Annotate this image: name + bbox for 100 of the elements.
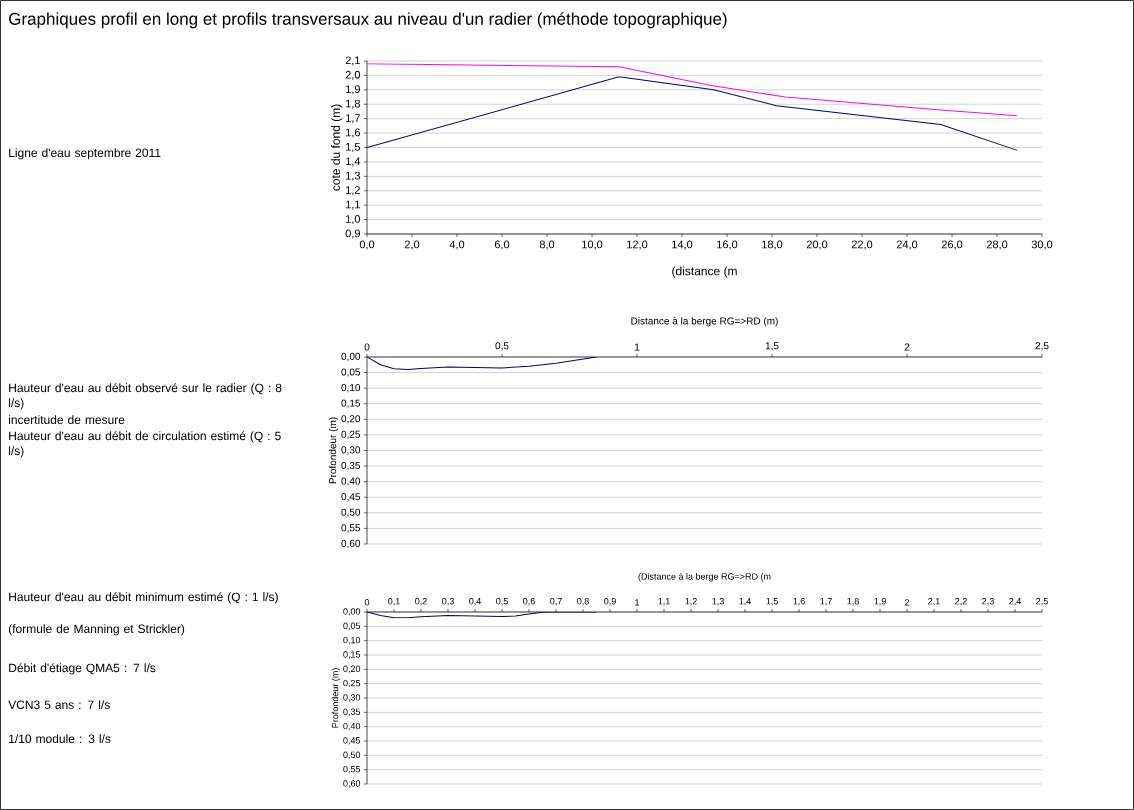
x-tick-label: 1,5 bbox=[765, 342, 779, 351]
line-series bbox=[367, 63, 1018, 117]
x-tick-label: 4,0 bbox=[449, 240, 465, 250]
y-tick-label: 1,4 bbox=[346, 157, 361, 167]
x-tick-label: 22,0 bbox=[851, 240, 873, 250]
y-tick-label: 2,1 bbox=[345, 56, 360, 66]
x-tick-label: 2,2 bbox=[955, 598, 967, 606]
y-tick-label: 1,9 bbox=[346, 85, 360, 95]
x-tick-label: 2 bbox=[904, 599, 910, 606]
x-tick-label: 0,5 bbox=[496, 598, 508, 606]
text: (formule de Manning et Strickler) bbox=[8, 624, 185, 636]
y-tick-label: 1,8 bbox=[346, 99, 360, 109]
y-tick-label: 1,0 bbox=[346, 215, 361, 225]
x-tick-label: 1,4 bbox=[739, 598, 751, 606]
x-tick-label: 20,0 bbox=[806, 240, 828, 250]
x-tick-label: 1,2 bbox=[685, 598, 697, 606]
y-tick-label: 0,00 bbox=[341, 352, 361, 362]
x-tick-label: 6,0 bbox=[494, 240, 510, 250]
x-tick-label: 2 bbox=[904, 343, 910, 351]
x-tick-label: 0,0 bbox=[359, 240, 375, 250]
x-tick-label: 2,5 bbox=[1035, 342, 1049, 351]
y-tick-label: 0,25 bbox=[343, 679, 361, 688]
y-tick-label: 0,00 bbox=[343, 608, 361, 616]
y-tick-label: 1,7 bbox=[346, 114, 360, 124]
x-tick-label: 0,8 bbox=[577, 598, 589, 606]
x-tick-label: 1,3 bbox=[712, 598, 724, 606]
y-tick-label: 0,05 bbox=[341, 368, 361, 377]
text: Hauteur d'eau au débit observé sur le radier (Q : 8 l/s) bbox=[9, 383, 282, 410]
text: incertitude de mesure bbox=[9, 415, 125, 424]
y-axis-title: Profondeur (m) bbox=[328, 417, 339, 484]
x-tick-label: 18,0 bbox=[762, 240, 783, 250]
x-tick-label: 1,7 bbox=[820, 598, 832, 606]
x-tick-label: 14,0 bbox=[672, 240, 693, 250]
y-tick-label: 0,15 bbox=[341, 399, 361, 408]
x-tick-label: 1,8 bbox=[847, 598, 859, 606]
y-tick-label: 1,2 bbox=[346, 186, 360, 196]
x-tick-label: 1,5 bbox=[766, 598, 778, 606]
x-tick-label: 0,3 bbox=[442, 598, 454, 606]
x-tick-label: 2,4 bbox=[1009, 598, 1021, 606]
y-tick-label: 0,55 bbox=[343, 765, 361, 774]
y-tick-label: 0,50 bbox=[343, 751, 361, 760]
y-tick-label: 0,05 bbox=[343, 622, 361, 631]
y-tick-label: 1,1 bbox=[346, 200, 360, 210]
x-tick-label: 0,9 bbox=[604, 598, 616, 606]
line-series bbox=[367, 76, 1018, 151]
text: Débit d'étiage QMA5 : 7 l/s bbox=[9, 663, 156, 675]
y-tick-label: 1,6 bbox=[346, 128, 360, 138]
x-tick-label: 10,0 bbox=[582, 240, 603, 250]
line-series bbox=[367, 356, 598, 370]
y-tick-label: 0,45 bbox=[343, 737, 361, 745]
x-tick-label: 1 bbox=[635, 343, 640, 351]
x-tick-label: 0,2 bbox=[415, 598, 427, 606]
y-tick-label: 1,5 bbox=[346, 143, 360, 152]
x-tick-label: 2,1 bbox=[928, 598, 940, 606]
x-tick-label: 2,5 bbox=[1036, 598, 1048, 606]
x-tick-label: 12,0 bbox=[627, 240, 648, 250]
x-tick-label: 1 bbox=[635, 599, 640, 606]
x-tick-label: 0,5 bbox=[495, 342, 509, 351]
x-tick-label: 26,0 bbox=[941, 240, 963, 250]
y-tick-label: 0,55 bbox=[341, 524, 361, 533]
x-tick-label: 1,1 bbox=[658, 598, 670, 606]
y-axis-title: cote du fond (m) bbox=[331, 104, 343, 191]
x-axis-title: (Distance à la berge RG=>RD (m bbox=[638, 572, 771, 582]
y-tick-label: 0,15 bbox=[343, 651, 361, 659]
y-tick-label: 0,10 bbox=[343, 636, 361, 645]
y-tick-label: 0,60 bbox=[341, 539, 361, 549]
x-tick-label: 0,7 bbox=[550, 598, 562, 606]
x-tick-label: 0 bbox=[364, 343, 370, 351]
x-tick-label: 8,0 bbox=[539, 240, 555, 250]
x-tick-label: 1,6 bbox=[793, 598, 805, 606]
x-tick-label: 0 bbox=[364, 599, 370, 606]
x-tick-label: 28,0 bbox=[986, 240, 1008, 250]
x-tick-label: 0,1 bbox=[388, 598, 400, 606]
text: 1/10 module : 3 l/s bbox=[9, 734, 111, 743]
y-tick-label: 0,25 bbox=[341, 430, 361, 440]
x-axis-title: (distance (m bbox=[672, 266, 737, 278]
text: VCN3 5 ans : 7 l/s bbox=[8, 700, 110, 709]
y-tick-label: 0,35 bbox=[343, 708, 361, 717]
y-tick-label: 0,10 bbox=[341, 384, 361, 393]
x-tick-label: 24,0 bbox=[896, 240, 918, 250]
text: Hauteur d'eau au débit de circulation estimé (Q : 5 l/s) bbox=[9, 431, 281, 458]
x-tick-label: 2,0 bbox=[404, 240, 420, 250]
y-tick-label: 2,0 bbox=[345, 70, 361, 80]
y-tick-label: 0,30 bbox=[341, 446, 361, 455]
y-tick-label: 0,60 bbox=[343, 780, 361, 788]
y-tick-label: 0,20 bbox=[343, 665, 361, 674]
y-tick-label: 0,45 bbox=[341, 493, 361, 502]
y-tick-label: 0,9 bbox=[345, 229, 360, 239]
x-tick-label: 1,9 bbox=[874, 598, 886, 606]
y-tick-label: 0,40 bbox=[343, 722, 361, 731]
x-tick-label: 2,3 bbox=[982, 598, 994, 606]
x-tick-label: 0,6 bbox=[523, 598, 535, 606]
y-tick-label: 0,40 bbox=[341, 477, 361, 486]
y-tick-label: 0,30 bbox=[343, 694, 361, 702]
y-tick-label: 1,3 bbox=[346, 171, 360, 181]
y-tick-label: 0,50 bbox=[341, 508, 361, 517]
text: Ligne d'eau septembre 2011 bbox=[9, 148, 161, 160]
chart-title: Graphiques profil en long et profils transversaux au niveau d'un radier (méthode topographique) bbox=[9, 12, 727, 29]
text: Hauteur d'eau au débit minimum estimé (Q : 1 l/s) bbox=[9, 592, 278, 604]
y-tick-label: 0,20 bbox=[341, 415, 361, 424]
